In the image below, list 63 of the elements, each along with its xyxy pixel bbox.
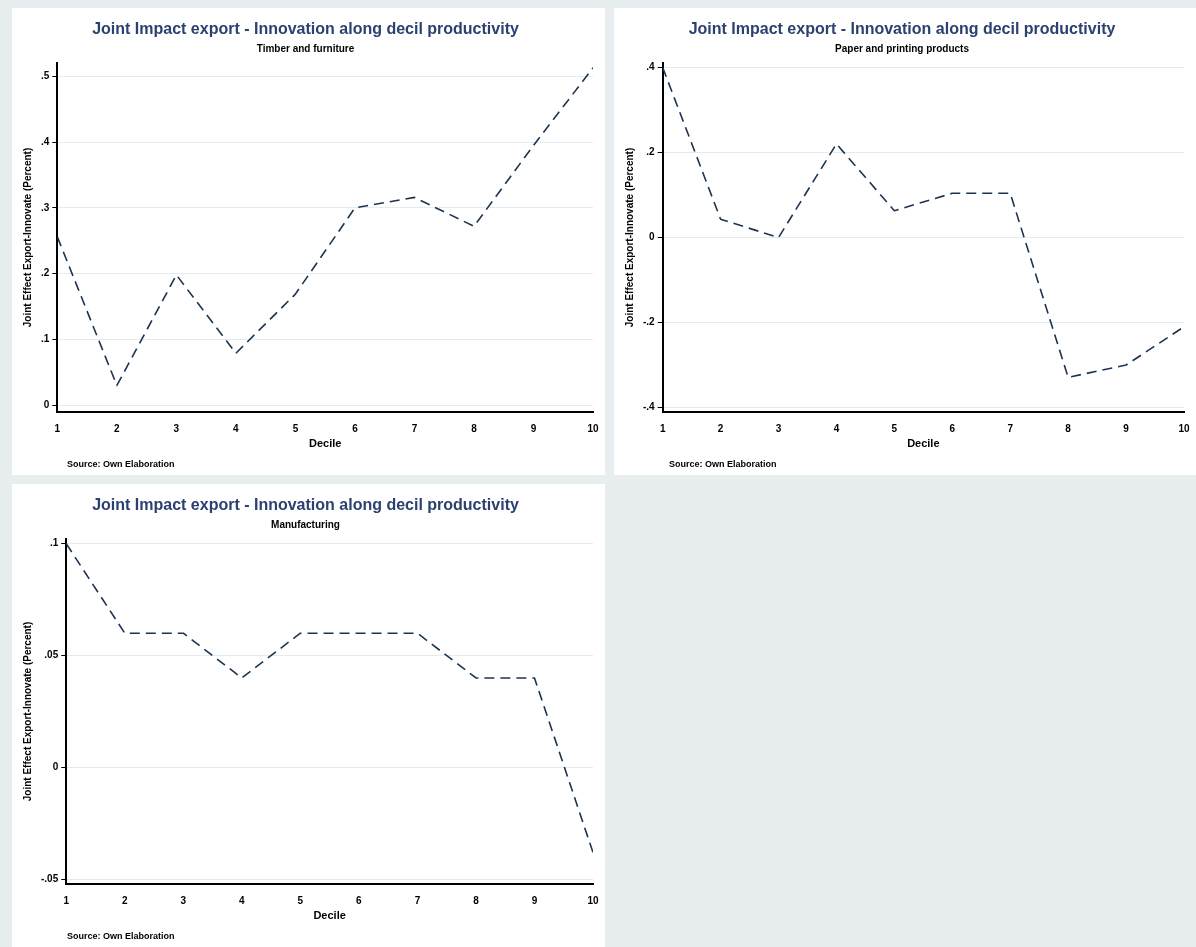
x-tick-label: 3 xyxy=(173,422,180,434)
chart-subtitle: Paper and printing products xyxy=(835,42,970,54)
x-axis-title: Decile xyxy=(313,909,346,922)
x-tick-label: 10 xyxy=(587,894,599,906)
x-axis-title: Decile xyxy=(907,437,940,450)
x-tick-label: 4 xyxy=(239,894,246,906)
x-tick-label: 4 xyxy=(233,422,240,434)
y-axis-title: Joint Effect Export-Innovate (Percent) xyxy=(623,147,635,328)
x-tick-label: 6 xyxy=(949,422,956,434)
x-tick-label: 6 xyxy=(356,894,363,906)
chart-subtitle: Manufacturing xyxy=(271,518,340,530)
x-tick-label: 3 xyxy=(775,422,782,434)
y-tick-label: .4 xyxy=(41,135,50,147)
y-tick-label: .3 xyxy=(41,201,50,213)
x-tick-label: 2 xyxy=(114,422,121,434)
source-note: Source: Own Elaboration xyxy=(67,458,175,469)
y-tick-label: 0 xyxy=(52,761,59,773)
chart-title: Joint Impact export - Innovation along decil productivity xyxy=(92,20,519,38)
y-tick-label: .05 xyxy=(44,649,59,661)
y-tick-label: .2 xyxy=(646,146,656,158)
x-tick-label: 5 xyxy=(297,894,304,906)
y-tick-label: .2 xyxy=(41,267,50,279)
y-tick-label: 0 xyxy=(43,398,50,410)
x-tick-label: 10 xyxy=(1178,422,1190,434)
x-tick-label: 3 xyxy=(180,894,187,906)
x-tick-label: 2 xyxy=(121,894,128,906)
x-tick-label: 8 xyxy=(1065,422,1072,434)
x-tick-label: 7 xyxy=(414,894,421,906)
y-tick-label: .4 xyxy=(646,61,656,73)
x-tick-label: 8 xyxy=(473,894,480,906)
x-tick-label: 7 xyxy=(1007,422,1014,434)
x-axis-title: Decile xyxy=(308,437,342,450)
y-tick-label: .1 xyxy=(41,333,50,345)
y-tick-label: .5 xyxy=(41,70,50,82)
y-axis-title: Joint Effect Export-Innovate (Percent) xyxy=(21,621,33,802)
x-tick-label: 5 xyxy=(891,422,898,434)
x-tick-label: 5 xyxy=(292,422,299,434)
x-tick-label: 9 xyxy=(531,894,538,906)
x-tick-label: 6 xyxy=(352,422,359,434)
y-tick-label: .1 xyxy=(49,537,59,549)
y-tick-label: -.4 xyxy=(643,401,656,413)
x-tick-label: 9 xyxy=(530,422,537,434)
x-tick-label: 10 xyxy=(587,422,599,434)
x-tick-label: 4 xyxy=(833,422,840,434)
x-tick-label: 2 xyxy=(717,422,724,434)
y-axis-title: Joint Effect Export-Innovate (Percent) xyxy=(21,147,33,328)
chart-subtitle: Timber and furniture xyxy=(256,42,355,54)
x-tick-label: 9 xyxy=(1123,422,1130,434)
x-tick-label: 8 xyxy=(471,422,478,434)
y-tick-label: -.05 xyxy=(41,873,59,885)
y-tick-label: -.2 xyxy=(643,316,656,328)
x-tick-label: 1 xyxy=(63,894,70,906)
y-tick-label: 0 xyxy=(649,231,656,243)
line-series xyxy=(57,67,593,387)
line-series xyxy=(66,542,593,854)
x-tick-label: 1 xyxy=(54,422,61,434)
chart-title: Joint Impact export - Innovation along decil productivity xyxy=(688,20,1116,38)
source-note: Source: Own Elaboration xyxy=(669,458,777,469)
source-note: Source: Own Elaboration xyxy=(67,930,175,941)
line-series xyxy=(662,66,1184,379)
chart-title: Joint Impact export - Innovation along decil productivity xyxy=(92,496,519,514)
x-tick-label: 7 xyxy=(411,422,418,434)
x-tick-label: 1 xyxy=(659,422,666,434)
